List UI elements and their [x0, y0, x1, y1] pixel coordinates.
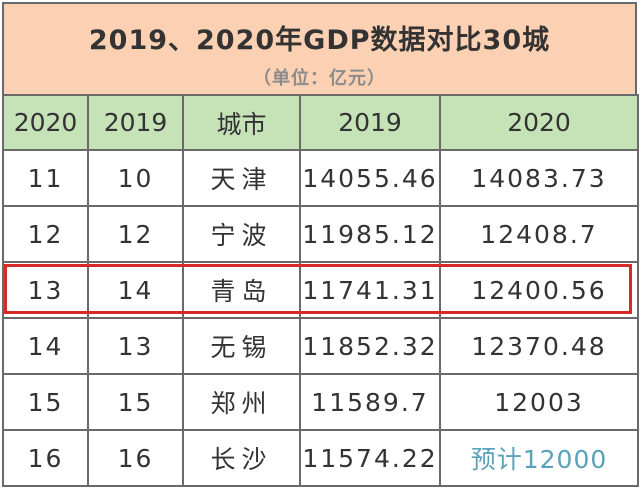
- rank-2019-cell: 10: [87, 149, 184, 207]
- table-row: 12 12 宁波 11985.12 12408.7: [2, 205, 639, 263]
- gdp-2020-forecast-cell: 预计12000: [439, 429, 639, 487]
- gdp-2020-cell: 14083.73: [439, 149, 639, 207]
- rank-2019-cell: 16: [87, 429, 184, 487]
- city-cell: 天津: [182, 149, 301, 207]
- rank-2020-cell: 13: [2, 261, 89, 319]
- table-row: 15 15 郑州 11589.7 12003: [2, 373, 639, 431]
- header-row: 2020 2019 城市 2019 2020: [2, 94, 639, 151]
- gdp-2019-cell: 11574.22: [299, 429, 441, 487]
- city-cell: 宁波: [182, 205, 301, 263]
- city-cell: 青岛: [182, 261, 301, 319]
- rank-2020-cell: 15: [2, 373, 89, 431]
- gdp-2020-cell: 12408.7: [439, 205, 639, 263]
- rank-2020-cell: 11: [2, 149, 89, 207]
- table-row-highlighted: 13 14 青岛 11741.31 12400.56: [2, 261, 639, 319]
- unit-subtitle: （单位：亿元）: [253, 68, 386, 89]
- gdp-2019-cell: 14055.46: [299, 149, 441, 207]
- rank-2020-cell: 16: [2, 429, 89, 487]
- header-gdp-2020: 2020: [439, 94, 639, 151]
- rank-2019-cell: 15: [87, 373, 184, 431]
- rank-2019-cell: 13: [87, 317, 184, 375]
- sheet-title: 2019、2020年GDP数据对比30城: [88, 25, 551, 56]
- gdp-2019-cell: 11741.31: [299, 261, 441, 319]
- header-rank-2020: 2020: [2, 94, 89, 151]
- table-row: 16 16 长沙 11574.22 预计12000: [2, 429, 639, 487]
- city-cell: 无锡: [182, 317, 301, 375]
- gdp-2020-cell: 12370.48: [439, 317, 639, 375]
- header-rank-2019: 2019: [87, 94, 184, 151]
- header-gdp-2019: 2019: [299, 94, 441, 151]
- gdp-2019-cell: 11589.7: [299, 373, 441, 431]
- title-band: 2019、2020年GDP数据对比30城 （单位：亿元）: [2, 2, 637, 94]
- rank-2020-cell: 12: [2, 205, 89, 263]
- city-cell: 郑州: [182, 373, 301, 431]
- city-cell: 长沙: [182, 429, 301, 487]
- gdp-2020-cell: 12003: [439, 373, 639, 431]
- rank-2019-cell: 12: [87, 205, 184, 263]
- table-row: 14 13 无锡 11852.32 12370.48: [2, 317, 639, 375]
- header-city: 城市: [182, 94, 301, 151]
- rank-2020-cell: 14: [2, 317, 89, 375]
- gdp-2020-cell: 12400.56: [439, 261, 639, 319]
- gdp-2019-cell: 11985.12: [299, 205, 441, 263]
- gdp-2019-cell: 11852.32: [299, 317, 441, 375]
- rank-2019-cell: 14: [87, 261, 184, 319]
- gdp-table: 2020 2019 城市 2019 2020 11 10 天津 14055.46…: [2, 94, 639, 487]
- table-row: 11 10 天津 14055.46 14083.73: [2, 149, 639, 207]
